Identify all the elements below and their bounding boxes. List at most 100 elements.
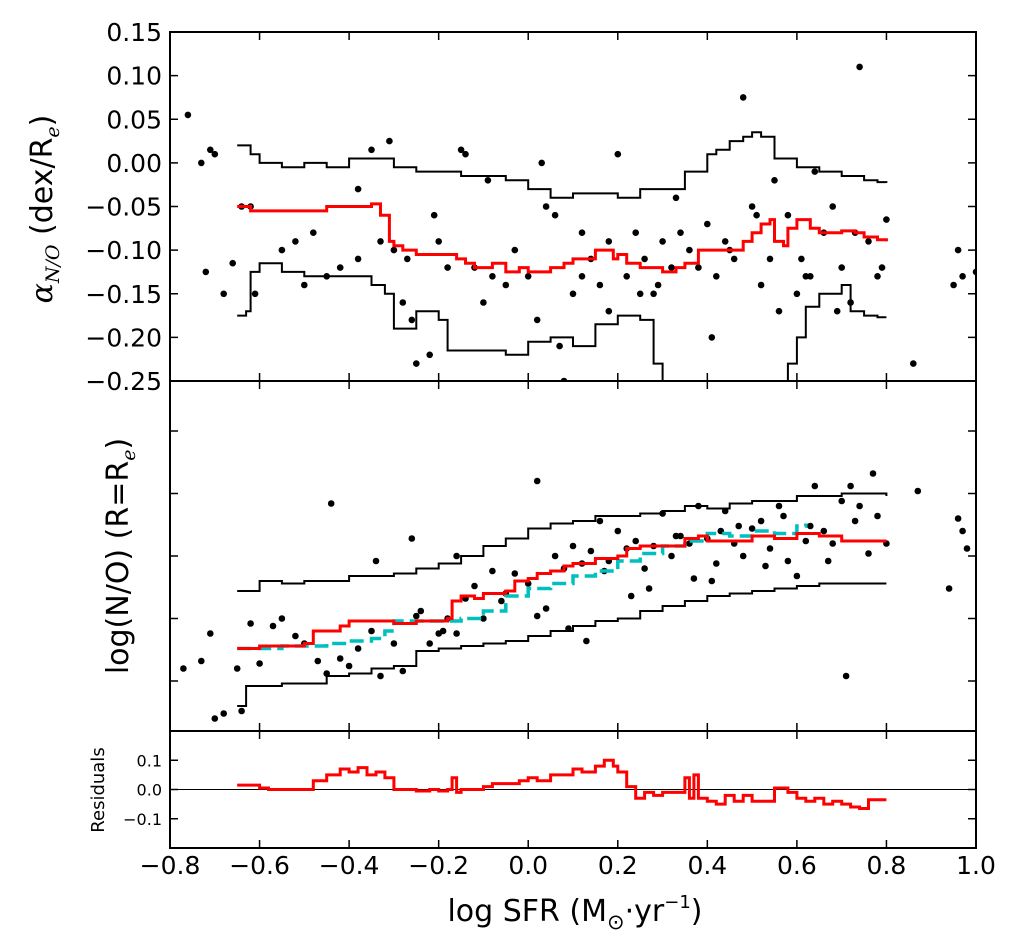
- data-point: [354, 185, 362, 193]
- data-point: [811, 482, 819, 490]
- data-point: [207, 630, 214, 637]
- y-tick-label: −0.05: [85, 193, 162, 222]
- data-point: [480, 299, 487, 306]
- data-point: [269, 622, 277, 630]
- x-tick-label: 0.2: [598, 851, 638, 880]
- data-point: [327, 500, 335, 507]
- y-tick-label: 0.1: [137, 751, 162, 770]
- data-point: [480, 615, 487, 622]
- data-point: [627, 592, 635, 600]
- data-point: [874, 512, 881, 520]
- data-point: [471, 582, 478, 590]
- data-point: [721, 238, 729, 245]
- data-point: [784, 211, 792, 219]
- data-point: [551, 552, 559, 560]
- data-point: [842, 672, 850, 680]
- data-point: [220, 290, 227, 298]
- data-point: [686, 246, 693, 254]
- data-point: [708, 577, 716, 585]
- y-tick-label: −0.25: [85, 367, 162, 396]
- data-point: [551, 211, 559, 219]
- data-point: [713, 560, 720, 567]
- data-point: [677, 229, 684, 236]
- data-point: [453, 552, 460, 560]
- data-point: [641, 565, 648, 572]
- data-point: [963, 545, 971, 552]
- data-point: [730, 255, 738, 263]
- data-point: [220, 710, 227, 717]
- data-point: [802, 537, 810, 545]
- data-point: [417, 607, 425, 615]
- y-axis-title-alpha: αN/O (dex/Re): [25, 115, 64, 304]
- data-point: [739, 94, 747, 101]
- data-point: [238, 707, 245, 715]
- x-tick-label: −0.2: [408, 851, 469, 880]
- data-point: [372, 557, 380, 565]
- data-point: [748, 203, 756, 210]
- data-point: [623, 273, 630, 280]
- data-point: [704, 220, 711, 228]
- data-point: [856, 63, 863, 71]
- x-tick-label: 1.0: [956, 851, 996, 880]
- data-point: [538, 159, 545, 167]
- data-point: [883, 216, 890, 223]
- panel-frame: [169, 31, 977, 382]
- running-median-line: [237, 532, 887, 650]
- data-point: [784, 557, 792, 565]
- data-point: [278, 615, 286, 622]
- panel-alpha-no: −0.25 −0.20 −0.15 −0.10 −0.05 0.00 0.05 0.10 0.1…: [85, 18, 977, 396]
- data-point: [869, 470, 877, 477]
- data-point: [207, 146, 214, 154]
- data-point: [910, 360, 917, 367]
- data-point: [542, 203, 550, 210]
- data-point: [636, 290, 644, 298]
- data-point: [757, 281, 765, 289]
- data-point: [399, 667, 407, 675]
- data-point: [596, 517, 604, 525]
- data-point: [587, 547, 595, 555]
- data-point: [533, 477, 541, 485]
- y-tick-label: 0.05: [106, 105, 162, 134]
- data-point: [292, 632, 299, 640]
- data-point: [404, 255, 411, 263]
- data-point: [345, 662, 353, 670]
- data-point: [533, 612, 541, 620]
- data-point: [556, 342, 563, 350]
- data-point: [198, 159, 205, 167]
- panel-frame: [169, 380, 977, 732]
- data-point: [641, 255, 648, 263]
- data-point: [865, 238, 872, 245]
- data-point: [829, 540, 836, 547]
- y-tick-label: 0.00: [106, 149, 162, 178]
- data-point: [489, 567, 496, 575]
- data-point: [945, 585, 953, 592]
- data-point: [959, 527, 966, 535]
- data-point: [775, 307, 783, 315]
- y-tick-label: −0.20: [85, 323, 162, 352]
- data-point: [354, 255, 362, 263]
- data-point: [824, 557, 832, 565]
- data-point: [180, 665, 187, 672]
- data-point: [748, 525, 756, 532]
- data-point: [336, 264, 344, 271]
- data-point: [766, 545, 774, 552]
- running-median-line: [237, 202, 888, 274]
- upper-envelope-line: [237, 131, 888, 199]
- data-point: [502, 281, 510, 289]
- data-point: [713, 273, 720, 280]
- y-tick-label: −0.10: [85, 236, 162, 265]
- data-point: [762, 562, 769, 570]
- data-point: [198, 657, 205, 665]
- data-point: [878, 264, 886, 271]
- data-point: [838, 264, 845, 271]
- data-point: [413, 612, 420, 620]
- panel-log-no: [169, 380, 977, 732]
- data-point: [668, 552, 675, 560]
- data-point: [654, 281, 662, 289]
- x-tick-label: 0.0: [508, 851, 548, 880]
- data-point: [959, 273, 966, 280]
- data-point: [569, 542, 577, 550]
- data-point: [430, 211, 438, 219]
- data-point: [954, 515, 962, 522]
